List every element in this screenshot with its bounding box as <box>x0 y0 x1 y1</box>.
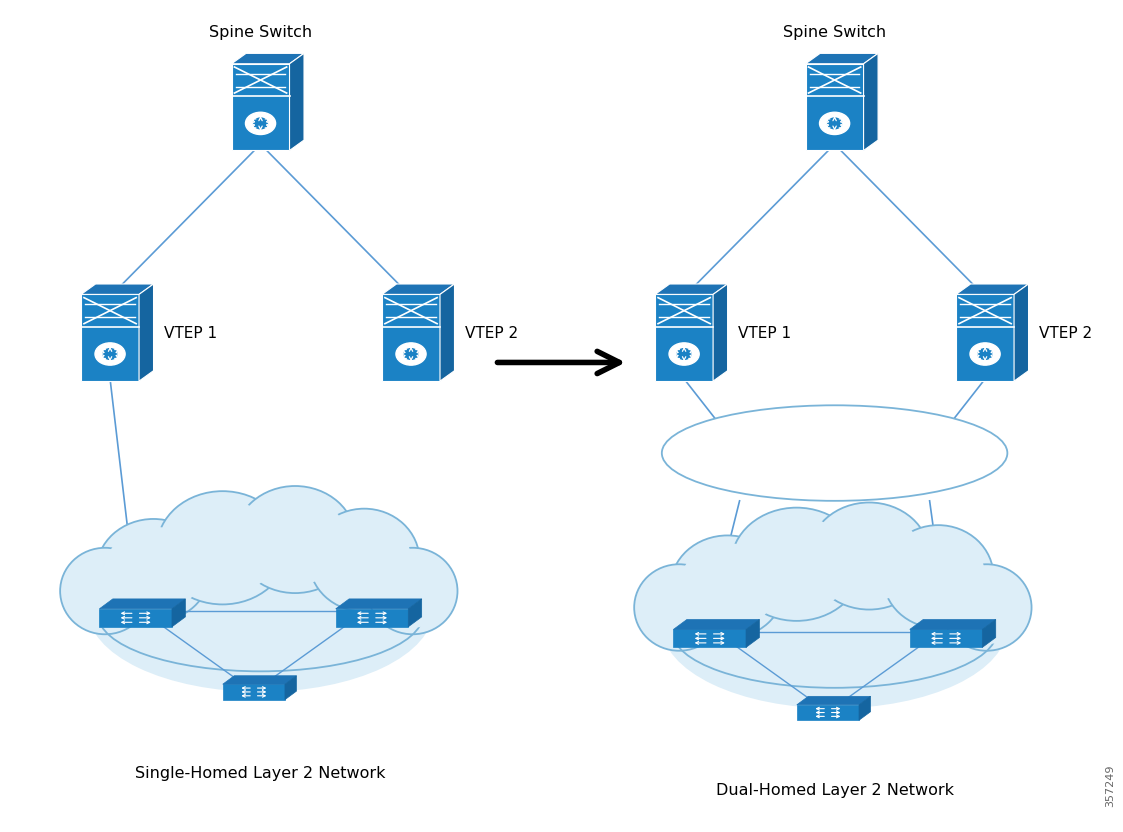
Ellipse shape <box>641 571 718 644</box>
Ellipse shape <box>104 527 202 614</box>
Circle shape <box>95 343 125 365</box>
Circle shape <box>677 349 692 359</box>
Polygon shape <box>440 284 455 381</box>
Polygon shape <box>713 284 728 381</box>
Polygon shape <box>290 53 304 151</box>
Polygon shape <box>336 599 421 609</box>
Text: VTEP 1: VTEP 1 <box>164 326 217 341</box>
Ellipse shape <box>661 543 1007 708</box>
Ellipse shape <box>97 519 210 622</box>
Polygon shape <box>956 295 1014 381</box>
Text: Spine Switch: Spine Switch <box>209 25 312 40</box>
Ellipse shape <box>157 491 289 604</box>
Polygon shape <box>172 599 185 626</box>
Polygon shape <box>81 284 154 295</box>
Polygon shape <box>222 684 285 700</box>
Polygon shape <box>409 599 421 626</box>
Ellipse shape <box>675 590 994 693</box>
Text: Dual-Homed Layer 2 Network: Dual-Homed Layer 2 Network <box>715 783 953 798</box>
Circle shape <box>404 349 418 359</box>
Polygon shape <box>655 284 728 295</box>
Circle shape <box>103 349 117 359</box>
Polygon shape <box>81 295 139 381</box>
Polygon shape <box>910 629 983 647</box>
Ellipse shape <box>374 554 450 628</box>
Circle shape <box>970 343 1001 365</box>
Polygon shape <box>382 284 455 295</box>
Polygon shape <box>805 64 864 151</box>
Text: Single-Homed Layer 2 Network: Single-Homed Layer 2 Network <box>135 766 386 781</box>
Polygon shape <box>674 629 746 647</box>
Polygon shape <box>231 64 290 151</box>
Ellipse shape <box>101 573 420 676</box>
Ellipse shape <box>679 543 776 631</box>
Polygon shape <box>139 284 154 381</box>
Circle shape <box>828 118 842 129</box>
Ellipse shape <box>949 571 1025 644</box>
Text: VTEP 2: VTEP 2 <box>465 326 518 341</box>
Polygon shape <box>797 705 859 721</box>
Polygon shape <box>100 609 172 626</box>
Polygon shape <box>382 295 440 381</box>
Circle shape <box>396 343 426 365</box>
Ellipse shape <box>634 564 724 651</box>
Polygon shape <box>336 609 409 626</box>
Text: Single-Active
Ethernet Segment: Single-Active Ethernet Segment <box>768 429 902 464</box>
Polygon shape <box>285 676 296 700</box>
Polygon shape <box>859 696 870 721</box>
Circle shape <box>669 343 700 365</box>
Polygon shape <box>910 620 996 629</box>
Polygon shape <box>797 696 870 705</box>
Text: VTEP 1: VTEP 1 <box>738 326 791 341</box>
Ellipse shape <box>818 511 921 602</box>
Ellipse shape <box>892 532 985 621</box>
Ellipse shape <box>244 494 347 585</box>
Circle shape <box>254 118 267 129</box>
Ellipse shape <box>166 500 279 596</box>
Ellipse shape <box>741 516 852 612</box>
Circle shape <box>978 349 993 359</box>
Ellipse shape <box>88 527 433 692</box>
Ellipse shape <box>61 547 150 634</box>
Ellipse shape <box>883 525 994 628</box>
Circle shape <box>820 112 850 135</box>
Ellipse shape <box>67 554 144 628</box>
Polygon shape <box>805 53 878 64</box>
Ellipse shape <box>661 405 1007 501</box>
Polygon shape <box>100 599 185 609</box>
Text: Spine Switch: Spine Switch <box>783 25 886 40</box>
Text: 357249: 357249 <box>1105 765 1115 807</box>
Text: VTEP 2: VTEP 2 <box>1039 326 1092 341</box>
Polygon shape <box>746 620 759 647</box>
Polygon shape <box>983 620 996 647</box>
Circle shape <box>246 112 275 135</box>
Ellipse shape <box>317 517 411 604</box>
Polygon shape <box>222 676 296 684</box>
Ellipse shape <box>235 486 356 593</box>
Ellipse shape <box>367 547 457 634</box>
Polygon shape <box>674 620 759 629</box>
Polygon shape <box>956 284 1029 295</box>
Ellipse shape <box>309 508 420 612</box>
Polygon shape <box>864 53 878 151</box>
Ellipse shape <box>942 564 1032 651</box>
Polygon shape <box>231 53 304 64</box>
Ellipse shape <box>809 503 930 610</box>
Polygon shape <box>1014 284 1029 381</box>
Ellipse shape <box>670 536 785 638</box>
Ellipse shape <box>731 508 862 621</box>
Polygon shape <box>655 295 713 381</box>
